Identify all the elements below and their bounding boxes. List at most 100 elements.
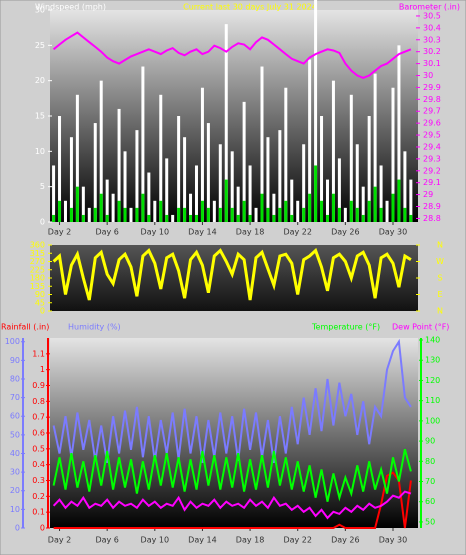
x-tick-label: Day 6 xyxy=(95,536,118,545)
bar xyxy=(93,207,97,222)
bar xyxy=(320,116,324,222)
y-tick-label: 360 xyxy=(30,241,45,250)
legend-label: Humidity (%) xyxy=(68,323,121,332)
y-tick-label: 20 xyxy=(10,486,20,495)
y-tick-label: 0 xyxy=(40,218,45,227)
y-tick-label: 60 xyxy=(425,497,435,506)
bar xyxy=(123,151,127,222)
series-line xyxy=(52,338,412,463)
y-tick-label: 40 xyxy=(10,449,20,458)
bar xyxy=(284,200,288,222)
bar xyxy=(302,144,306,222)
bar xyxy=(308,193,312,222)
bar xyxy=(266,137,270,222)
y-tick-label: W xyxy=(436,257,444,266)
bar xyxy=(284,87,288,222)
bar xyxy=(218,207,222,222)
bar xyxy=(93,123,97,222)
y-tick-label: 30.4 xyxy=(423,23,441,32)
y-tick-label: 29.1 xyxy=(423,178,441,187)
bar xyxy=(147,172,151,222)
bar xyxy=(385,200,389,222)
bar xyxy=(177,207,181,222)
bar xyxy=(200,87,204,222)
y-tick-label: 1.1 xyxy=(32,349,45,358)
bar xyxy=(165,214,169,222)
y-tick-label: 0 xyxy=(40,524,45,533)
y-tick-label: 0 xyxy=(15,524,20,533)
y-tick-label: 29.7 xyxy=(423,107,441,116)
y-tick-label: 0.4 xyxy=(32,460,45,469)
y-tick-label: 28.8 xyxy=(423,214,441,223)
bar xyxy=(99,193,103,222)
bar xyxy=(75,186,79,222)
bar xyxy=(379,165,383,222)
bar xyxy=(403,151,407,222)
axis-title: Barometer (.in) xyxy=(399,3,460,12)
bar xyxy=(349,94,353,222)
bar xyxy=(314,165,318,222)
bar xyxy=(224,179,228,222)
bar xyxy=(183,207,187,222)
y-tick-label: 315 xyxy=(30,249,45,258)
bar xyxy=(367,200,371,222)
bar xyxy=(272,214,276,222)
y-tick-label: S xyxy=(437,274,442,283)
bar xyxy=(314,0,318,222)
y-tick-label: 130 xyxy=(425,356,440,365)
y-tick-label: 70 xyxy=(10,393,20,402)
bar xyxy=(236,186,240,222)
y-tick-label: 15 xyxy=(35,112,45,121)
series-line xyxy=(52,490,412,520)
bar xyxy=(260,66,264,223)
bar xyxy=(123,207,127,222)
bar xyxy=(206,123,210,222)
bar xyxy=(81,186,85,222)
bar xyxy=(224,24,228,223)
y-tick-label: 180 xyxy=(30,274,45,283)
y-tick-label: 30.1 xyxy=(423,59,441,68)
y-tick-label: 29.8 xyxy=(423,95,441,104)
bar xyxy=(153,200,157,222)
y-tick-label: 225 xyxy=(30,265,45,274)
bar xyxy=(337,158,341,222)
bar xyxy=(230,151,234,222)
bar xyxy=(367,116,371,222)
x-tick-label: Day 10 xyxy=(141,228,170,237)
x-tick-label: Day 26 xyxy=(331,536,360,545)
y-tick-label: 29.5 xyxy=(423,131,441,140)
bar xyxy=(272,193,276,222)
bar xyxy=(105,179,109,222)
bar xyxy=(397,179,401,222)
y-tick-label: 29.3 xyxy=(423,154,441,163)
y-tick-label: 0.9 xyxy=(32,381,45,390)
y-tick-label: 60 xyxy=(10,412,20,421)
x-tick-label: Day 18 xyxy=(236,536,265,545)
y-tick-label: 30 xyxy=(423,71,433,80)
y-tick-label: 90 xyxy=(35,290,45,299)
bar xyxy=(320,200,324,222)
bar xyxy=(266,207,270,222)
bar xyxy=(111,193,115,222)
series-line xyxy=(53,471,412,529)
bar xyxy=(331,193,335,222)
bar xyxy=(141,193,145,222)
bar xyxy=(260,193,264,222)
bar xyxy=(308,59,312,222)
x-tick-label: Day 10 xyxy=(141,536,170,545)
bar xyxy=(52,214,56,222)
series-line xyxy=(52,31,412,79)
bar xyxy=(135,207,139,222)
y-tick-label: 29.6 xyxy=(423,119,441,128)
x-tick-label: Day 22 xyxy=(283,228,312,237)
bar xyxy=(147,214,151,222)
bar xyxy=(58,200,62,222)
bar xyxy=(69,137,73,222)
y-tick-label: 25 xyxy=(35,41,45,50)
y-tick-label: 30 xyxy=(10,468,20,477)
bar xyxy=(325,214,329,222)
bar xyxy=(58,116,62,222)
bar xyxy=(278,130,282,222)
y-tick-label: 90 xyxy=(10,356,20,365)
y-tick-label: 20 xyxy=(35,76,45,85)
